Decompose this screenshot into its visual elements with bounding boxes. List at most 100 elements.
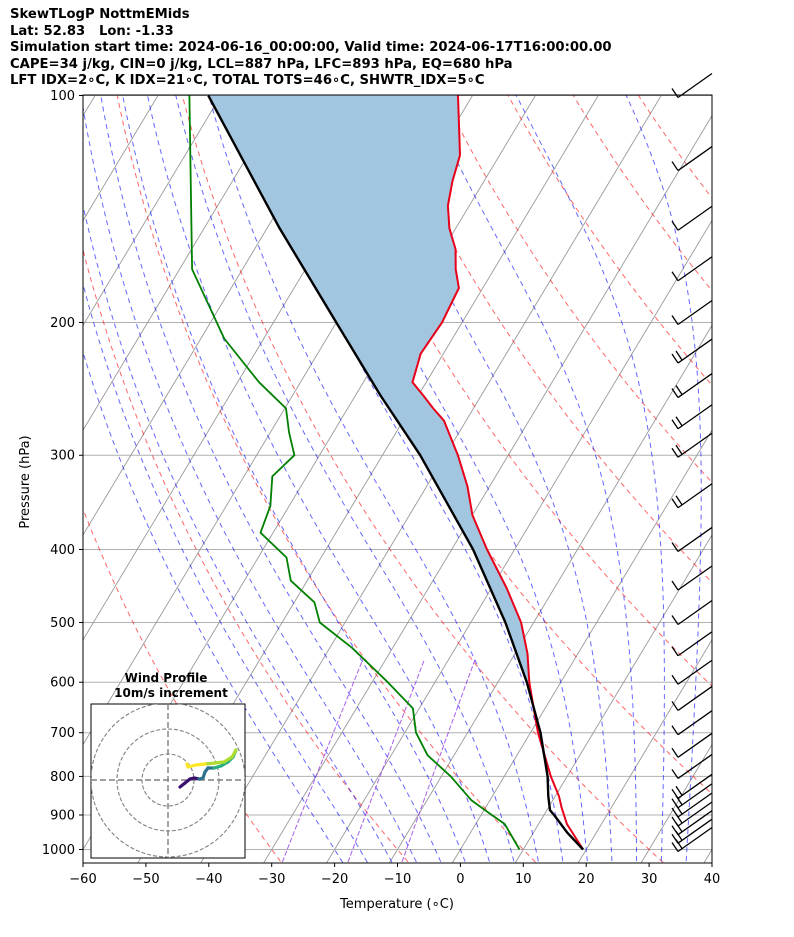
- wind-barb-staff: [677, 299, 713, 326]
- moist-adiabat-line: [146, 95, 491, 863]
- wind-barb: [671, 526, 713, 552]
- wind-barb-staff: [677, 483, 713, 509]
- wind-barb: [671, 801, 713, 827]
- wind-barb-flag: [671, 747, 679, 758]
- wind-barb: [671, 404, 713, 430]
- wind-barb: [671, 773, 713, 799]
- wind-barb: [671, 599, 713, 626]
- wind-barb-staff: [677, 801, 713, 827]
- moist-adiabat-line: [208, 95, 540, 863]
- chart-title: SkewTLogP NottmEMids: [10, 7, 190, 22]
- x-tick-label: 30: [641, 872, 658, 887]
- hodograph-trace-segment: [185, 762, 190, 769]
- wind-barb-flag: [671, 315, 679, 325]
- isotherm-line: [83, 95, 285, 432]
- wind-barb: [671, 483, 713, 509]
- wind-barb: [671, 685, 713, 711]
- wind-barb: [671, 565, 713, 591]
- y-axis: 1000 900 800 700 600 500 400 300 200 100: [42, 89, 83, 858]
- isotherm-line: [263, 114, 712, 863]
- wind-barb-flag: [671, 701, 679, 711]
- y-tick-label: 100: [50, 89, 75, 104]
- wind-barb-staff: [677, 783, 713, 809]
- wind-barb: [671, 338, 713, 364]
- moist-adiabat-line: [352, 95, 613, 863]
- chart-header: SkewTLogP NottmEMids Lat: 52.83 Lon: -1.…: [10, 7, 612, 90]
- x-tick-label: 40: [704, 872, 721, 887]
- moist-adiabat-line: [83, 282, 369, 863]
- wind-barb: [671, 631, 713, 657]
- moist-adiabat-line: [294, 95, 588, 863]
- wind-barb-flag: [675, 416, 683, 427]
- dry-adiabat-line: [181, 95, 665, 863]
- hodograph-title: Wind Profile: [125, 671, 208, 685]
- wind-barb-staff: [677, 792, 713, 818]
- wind-barb-staff: [677, 659, 713, 685]
- y-tick-label: 200: [50, 316, 75, 331]
- isotherm-line: [577, 638, 712, 863]
- wind-barb: [671, 710, 713, 736]
- x-tick-label: −40: [195, 872, 222, 887]
- dry-adiabat-line: [637, 95, 712, 199]
- hodograph-subtitle: 10m/s increment: [114, 686, 228, 700]
- moist-adiabat-line: [83, 104, 418, 863]
- wind-barb-flag: [671, 542, 679, 552]
- wind-barb-flag: [671, 833, 679, 844]
- wind-barb: [671, 205, 713, 231]
- x-tick-label: 20: [578, 872, 595, 887]
- mixing-ratio-line: [401, 659, 476, 863]
- y-tick-label: 800: [50, 770, 75, 785]
- x-tick-label: −30: [258, 872, 285, 887]
- wind-barb-flag: [671, 580, 679, 591]
- isotherm-line: [703, 848, 712, 863]
- wind-barb-flag: [671, 816, 679, 827]
- wind-barb-flag: [671, 388, 679, 398]
- wind-barb-staff: [677, 432, 713, 458]
- wind-barb-flag: [671, 220, 679, 231]
- wind-barb: [671, 432, 713, 458]
- wind-barb-flag: [671, 769, 679, 779]
- time-line: Simulation start time: 2024-06-16_00:00:…: [10, 40, 612, 55]
- x-axis: −60 −50 −40 −30 −20 −10 0 10 20 30 40: [69, 863, 720, 887]
- moist-adiabat-line: [83, 350, 344, 863]
- mixing-ratio-line: [347, 659, 425, 863]
- y-tick-label: 600: [50, 676, 75, 691]
- moist-adiabat-line: [175, 95, 515, 863]
- wind-barb-flag: [671, 615, 679, 625]
- wind-barb-staff: [677, 810, 713, 836]
- wind-barb: [671, 792, 713, 818]
- y-tick-label: 500: [50, 616, 75, 631]
- isotherm-line: [83, 95, 96, 117]
- convective-indices-line: CAPE=34 j/kg, CIN=0 j/kg, LCL=887 hPa, L…: [10, 56, 513, 72]
- stability-indices-line: LFT IDX=2∘C, K IDX=21∘C, TOTAL TOTS=46∘C…: [10, 73, 485, 88]
- wind-barb-flag: [671, 271, 679, 282]
- hodograph-inset: Wind Profile 10m/s increment: [90, 671, 246, 859]
- wind-barb-flag: [671, 798, 679, 809]
- wind-barb-flag: [671, 842, 679, 852]
- isotherm-line: [83, 95, 222, 327]
- wind-barb-staff: [677, 146, 713, 172]
- wind-barb-flag: [671, 88, 679, 98]
- wind-barb-flag: [671, 353, 679, 364]
- wind-barb: [671, 659, 713, 685]
- y-tick-label: 900: [50, 808, 75, 823]
- x-tick-label: 0: [456, 872, 464, 887]
- wind-barb-staff: [677, 732, 713, 758]
- wind-barb-flag: [671, 498, 679, 509]
- moist-adiabat-line: [100, 95, 442, 863]
- x-tick-label: −20: [321, 872, 348, 887]
- dewpoint-line: [188, 95, 521, 850]
- isotherm-line: [451, 429, 712, 863]
- wind-barb-staff: [677, 404, 713, 430]
- wind-barb: [671, 826, 713, 853]
- isotherm-line: [514, 534, 712, 863]
- isotherm-line: [325, 219, 712, 863]
- wind-barb-flag: [671, 646, 679, 657]
- profile-lines: [188, 95, 584, 851]
- wind-barb-staff: [677, 818, 713, 844]
- wind-barb-flag: [675, 350, 683, 361]
- wind-barb: [671, 146, 713, 172]
- wind-barb-flag: [671, 725, 679, 736]
- wind-barb-staff: [677, 710, 713, 736]
